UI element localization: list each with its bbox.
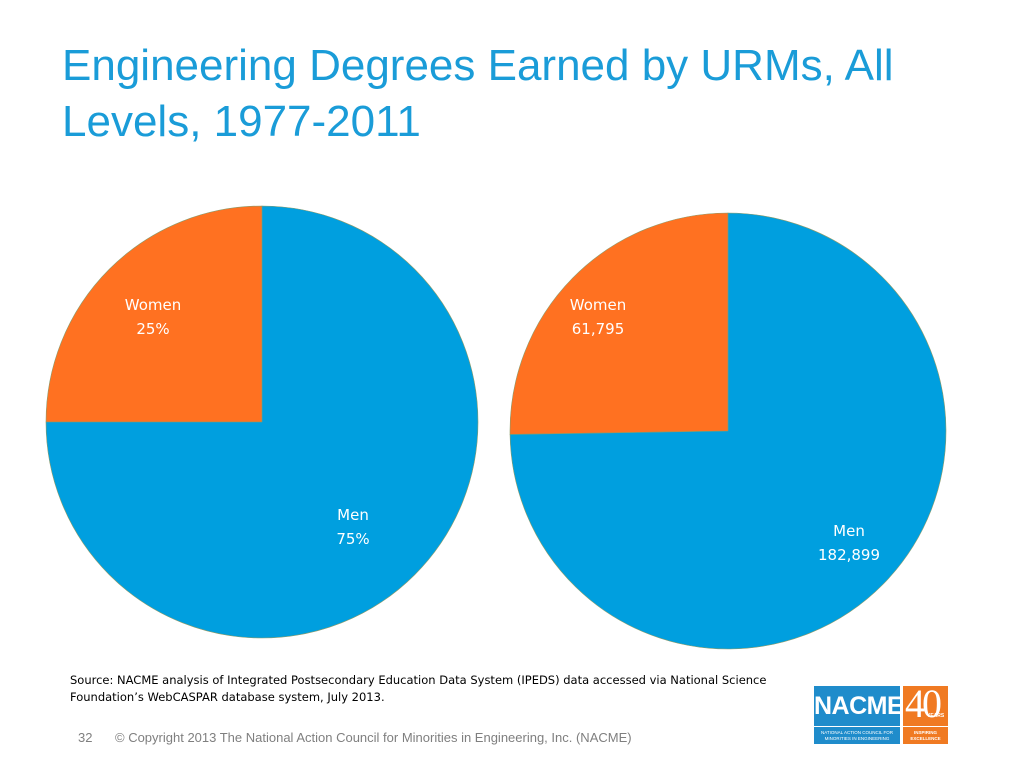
forty-years-text: YEARS — [927, 713, 945, 719]
pie-1-label-women: Women — [125, 296, 181, 314]
copyright-text: © Copyright 2013 The National Action Cou… — [115, 730, 632, 745]
source-line-1: Source: NACME analysis of Integrated Pos… — [70, 673, 767, 687]
page-number: 32 — [78, 730, 93, 745]
source-note: Source: NACME analysis of Integrated Pos… — [70, 672, 780, 706]
title-line-1: Engineering Degrees Earned by URMs, All — [62, 41, 894, 90]
forty-number: 40 — [905, 681, 942, 726]
pie-1-label-men: Men — [337, 506, 369, 524]
pie-2-label-men: Men — [833, 522, 865, 540]
nacme-logo-name: NACME — [814, 686, 904, 726]
nacme-logo: NACME NATIONAL ACTION COUNCIL FOR MINORI… — [814, 682, 948, 744]
forty-tagline: INSPIRING EXCELLENCE — [903, 726, 948, 744]
source-line-2: Foundation’s WebCASPAR database system, … — [70, 690, 385, 704]
pie-2-value-women: 61,795 — [572, 320, 625, 338]
title-line-2: Levels, 1977-2011 — [62, 97, 421, 146]
pie-1-value-men: 75% — [336, 530, 369, 548]
pie-1-value-women: 25% — [136, 320, 169, 338]
pie-2-slice-men — [509, 212, 947, 650]
pie-1-slice-men — [45, 205, 479, 639]
pie-1-slice-women — [45, 205, 263, 423]
nacme-logo-wordmark: NACME NATIONAL ACTION COUNCIL FOR MINORI… — [814, 686, 904, 744]
nacme-logo-tagline: NATIONAL ACTION COUNCIL FOR MINORITIES I… — [814, 726, 900, 744]
forty-years-badge: 40 YEARS INSPIRING EXCELLENCE — [903, 682, 948, 744]
slide-title: Engineering Degrees Earned by URMs, All … — [62, 38, 962, 150]
pie-charts: Women 25% Men 75% Women 61,795 Men 182,899 — [45, 205, 947, 650]
pie-2-value-men: 182,899 — [818, 546, 880, 564]
pie-2-label-women: Women — [570, 296, 626, 314]
pie-2-slice-women — [509, 212, 729, 435]
